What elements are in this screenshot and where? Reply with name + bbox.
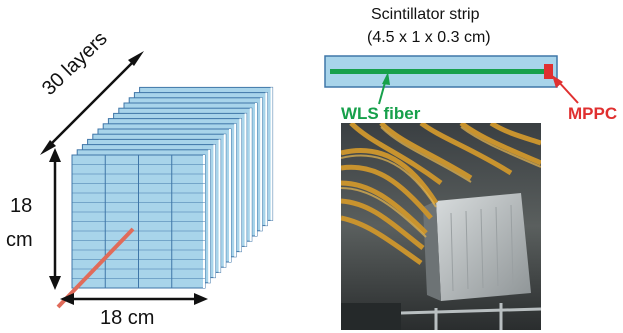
- wls-fiber-label: WLS fiber: [341, 104, 421, 123]
- mppc-pointer-arrow: [552, 75, 579, 104]
- width-arrow: [60, 293, 208, 305]
- depth-arrow: [40, 51, 144, 155]
- strip-title-line2: (4.5 x 1 x 0.3 cm): [367, 29, 491, 46]
- fiber-pointer-arrow: [378, 72, 390, 105]
- mppc-label: MPPC: [568, 104, 618, 123]
- front-layer-strips: [72, 155, 205, 288]
- layer-stack: [71, 86, 274, 289]
- mppc-sensor: [544, 64, 553, 79]
- height-label-line1: 18: [10, 195, 33, 217]
- strip-title-line1: Scintillator strip: [371, 6, 480, 23]
- detector-photo: [341, 123, 541, 330]
- width-label: 18 cm: [100, 307, 155, 329]
- photo-rendering: [341, 123, 541, 330]
- height-label-line2: cm: [6, 229, 33, 251]
- beam-track: [56, 227, 135, 309]
- height-arrow: [49, 148, 61, 290]
- wls-fiber: [330, 69, 545, 74]
